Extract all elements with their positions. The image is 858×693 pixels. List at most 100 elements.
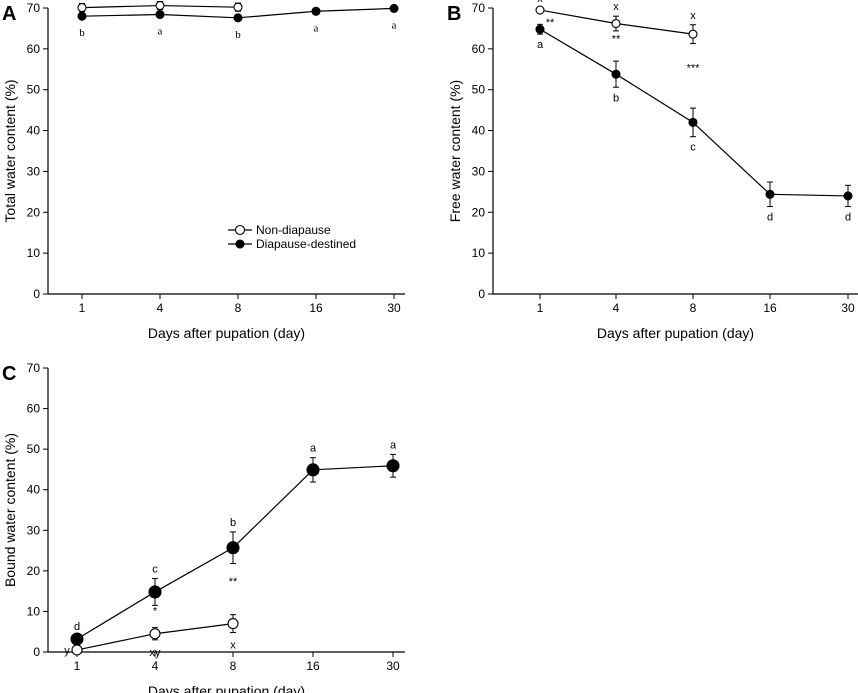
data-point-diapause-destined (688, 117, 698, 127)
significance-asterisk: * (153, 605, 158, 617)
data-point-diapause-destined (535, 24, 545, 34)
chart-panel-a: A 0 10 20 30 40 50 60 70 1 4 8 16 30 Days after pupati… (2, 0, 405, 341)
y-tick-label: 50 (472, 83, 486, 97)
significance-letter: d (767, 212, 773, 224)
data-point-non-diapause (611, 18, 621, 29)
y-tick-label: 50 (27, 442, 41, 456)
data-point-diapause-destined (389, 3, 399, 13)
data-point-non-diapause (77, 3, 87, 13)
significance-letter: a (310, 443, 317, 455)
y-axis-label: Bound water content (%) (2, 433, 18, 587)
y-tick-label: 40 (472, 124, 486, 138)
y-axis-label: Total water content (%) (2, 79, 18, 222)
significance-asterisk: ** (612, 34, 621, 46)
y-tick-label: 20 (27, 205, 41, 219)
legend-marker-open (234, 224, 246, 236)
x-tick-label: 8 (230, 659, 237, 673)
y-tick-label: 70 (27, 361, 41, 375)
panel-letter: B (447, 3, 461, 25)
legend-marker-filled (235, 239, 245, 249)
y-tick-label: 10 (27, 246, 41, 260)
x-tick-label: 4 (157, 301, 164, 315)
significance-letter: y (64, 645, 70, 657)
significance-letter: a (390, 439, 397, 451)
significance-letter: c (690, 142, 696, 154)
significance-letter: d (845, 212, 851, 224)
data-point-non-diapause (535, 5, 545, 15)
significance-letter: a (392, 19, 397, 31)
significance-letter: x (690, 10, 696, 22)
significance-letter: b (79, 27, 85, 39)
data-point-non-diapause (688, 29, 698, 39)
data-point-diapause-destined (233, 13, 243, 23)
y-tick-label: 40 (27, 483, 41, 497)
significance-letter: c (152, 564, 158, 576)
x-tick-label: 8 (235, 301, 242, 315)
data-point-non-diapause (71, 644, 83, 656)
y-tick-label: 50 (27, 83, 41, 97)
y-tick-label: 0 (33, 287, 40, 301)
x-axis-label: Days after pupation (day) (148, 683, 305, 693)
x-tick-label: 1 (74, 659, 81, 673)
y-tick-label: 0 (478, 287, 485, 301)
significance-letter: a (537, 39, 544, 51)
data-point-diapause-destined (843, 191, 853, 201)
data-point-diapause-destined (306, 463, 320, 477)
y-tick-label: 20 (472, 205, 486, 219)
x-tick-label: 16 (306, 659, 320, 673)
y-axis-label: Free water content (%) (447, 80, 463, 222)
significance-letter: a (158, 26, 163, 38)
x-tick-label: 4 (152, 659, 159, 673)
panel-letter: C (2, 363, 16, 385)
data-point-diapause-destined (386, 459, 400, 473)
x-tick-label: 16 (309, 301, 323, 315)
x-axis-label: Days after pupation (day) (148, 325, 305, 341)
x-axis-label: Days after pupation (day) (597, 325, 754, 341)
data-point-diapause-destined (148, 585, 162, 599)
y-tick-label: 60 (472, 42, 486, 56)
x-tick-label: 1 (537, 301, 544, 315)
significance-letter: x (230, 640, 236, 652)
significance-letter: x (613, 1, 619, 13)
x-tick-label: 16 (763, 301, 777, 315)
y-tick-label: 70 (27, 1, 41, 15)
chart-panel-c: C 0 10 20 30 40 50 60 70 1 4 8 16 30 Days after pupati… (2, 361, 405, 693)
x-tick-label: 8 (690, 301, 697, 315)
y-tick-label: 30 (27, 164, 41, 178)
y-tick-label: 10 (472, 246, 486, 260)
x-tick-label: 30 (841, 301, 855, 315)
data-point-diapause-destined (311, 6, 321, 16)
x-tick-label: 1 (79, 301, 86, 315)
series-line-diapause-destined (539, 28, 849, 197)
significance-letter: a (314, 22, 319, 34)
y-tick-label: 10 (27, 604, 41, 618)
x-tick-label: 30 (387, 301, 401, 315)
y-tick-label: 40 (27, 124, 41, 138)
significance-asterisk: ** (229, 576, 238, 588)
data-point-diapause-destined (226, 541, 240, 555)
data-point-diapause-destined (765, 189, 775, 199)
data-point-non-diapause (149, 628, 161, 640)
y-tick-label: 60 (27, 42, 41, 56)
significance-letter: x (79, 0, 85, 1)
y-tick-label: 30 (472, 164, 486, 178)
y-tick-label: 30 (27, 523, 41, 537)
x-tick-label: 30 (386, 659, 400, 673)
significance-letter: b (230, 517, 236, 529)
data-point-non-diapause (227, 618, 239, 630)
significance-asterisk: ** (546, 17, 555, 29)
chart-panel-b: B 0 10 20 30 40 50 60 70 1 4 8 16 30 Days after pupati… (447, 0, 858, 341)
legend-entry: Non-diapause (256, 223, 331, 237)
data-point-diapause-destined (155, 9, 165, 20)
data-point-non-diapause (233, 2, 243, 12)
data-point-diapause-destined (611, 69, 621, 79)
significance-letter: xy (150, 647, 162, 659)
y-tick-label: 0 (33, 645, 40, 659)
data-point-non-diapause (155, 0, 165, 11)
panel-letter: A (2, 3, 16, 25)
y-tick-label: 70 (472, 1, 486, 15)
significance-letter: d (74, 621, 80, 633)
significance-letter: x (537, 0, 543, 5)
